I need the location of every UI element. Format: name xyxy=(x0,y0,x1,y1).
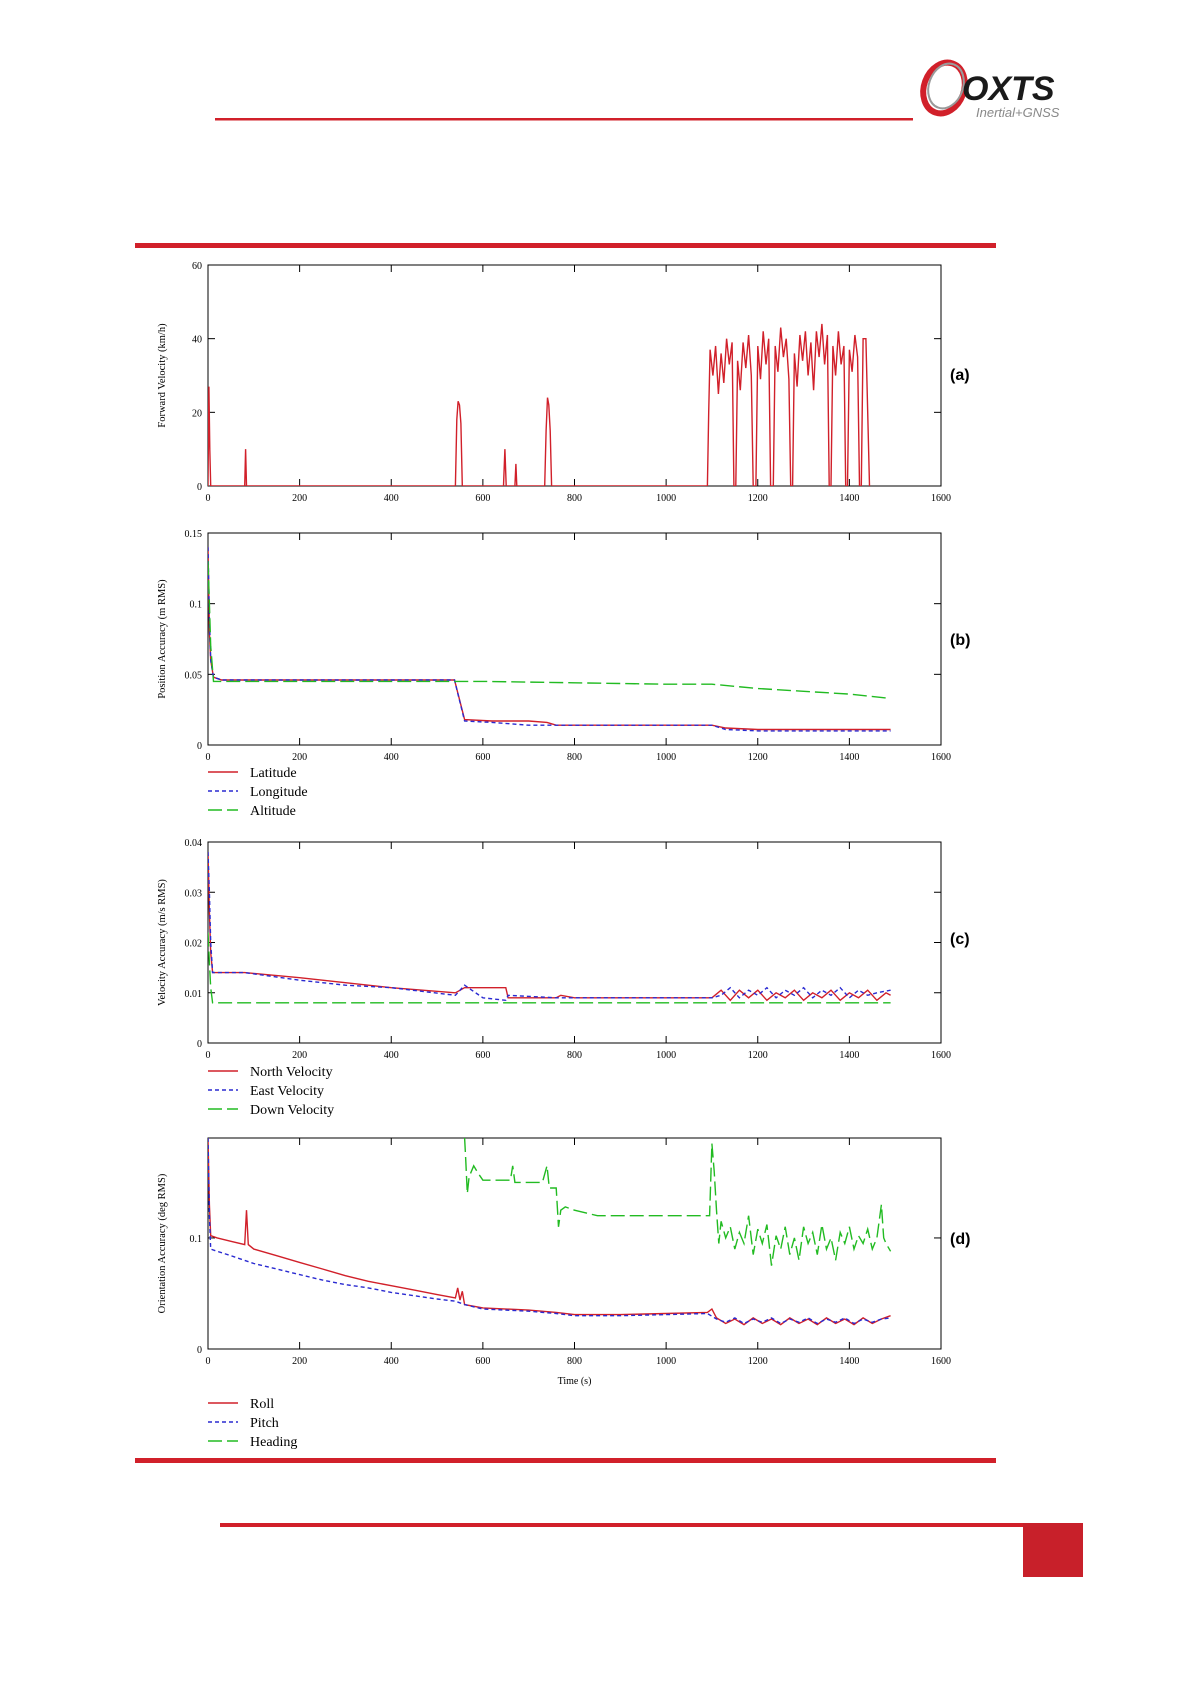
footer-rule xyxy=(220,1523,1023,1527)
legend-label: North Velocity xyxy=(250,1065,333,1080)
x-tick-label: 1200 xyxy=(748,752,768,763)
x-tick-label: 200 xyxy=(292,752,307,763)
x-tick-label: 400 xyxy=(384,1356,399,1367)
y-tick-label: 0.1 xyxy=(190,600,203,611)
x-tick-label: 1400 xyxy=(839,752,859,763)
page-number-box xyxy=(1023,1523,1083,1577)
x-tick-label: 600 xyxy=(475,1050,490,1061)
y-tick-label: 0 xyxy=(197,741,202,752)
panel-label: (b) xyxy=(950,632,970,649)
logo-wordmark: OXTS xyxy=(962,70,1055,108)
series-line-down-velocity xyxy=(208,932,891,1004)
x-tick-label: 1200 xyxy=(748,493,768,504)
panel-label: (d) xyxy=(950,1231,970,1248)
chart-panel-1: 0 200 400 600 800 1000 1200 1400 1600 0 0.05 0.1 0.1… xyxy=(157,529,970,819)
x-tick-label: 800 xyxy=(567,493,582,504)
x-tick-label: 200 xyxy=(292,493,307,504)
x-tick-label: 200 xyxy=(292,1050,307,1061)
legend-label: Altitude xyxy=(250,804,296,819)
x-axis-label: Time (s) xyxy=(558,1376,592,1387)
x-tick-label: 1000 xyxy=(656,493,676,504)
x-tick-label: 1000 xyxy=(656,1050,676,1061)
legend-label: Latitude xyxy=(250,766,297,781)
x-tick-label: 0 xyxy=(206,1050,211,1061)
series-line-altitude xyxy=(208,561,891,700)
x-tick-label: 0 xyxy=(206,1356,211,1367)
y-tick-label: 0.03 xyxy=(185,888,203,899)
x-tick-label: 800 xyxy=(567,1050,582,1061)
logo-tagline: Inertial+GNSS xyxy=(976,105,1060,120)
logo-swoosh-icon xyxy=(927,62,965,110)
panel-label: (c) xyxy=(950,931,970,948)
y-tick-label: 20 xyxy=(192,408,202,419)
x-tick-label: 200 xyxy=(292,1356,307,1367)
chart-panel-0: 0 200 400 600 800 1000 1200 1400 1600 0 20 40 60 Forw… xyxy=(157,261,970,504)
y-tick-label: 0.02 xyxy=(185,939,203,950)
series-line-north-velocity xyxy=(208,851,891,1002)
figure-bottom-rule xyxy=(135,1458,996,1463)
x-tick-label: 1200 xyxy=(748,1050,768,1061)
x-tick-label: 1600 xyxy=(931,493,951,504)
figure-top-rule xyxy=(135,243,996,248)
header-rule xyxy=(215,118,913,121)
plot-frame xyxy=(207,841,942,1044)
chart-panel-3: 0 200 400 600 800 1000 1200 1400 1600 0 0.1 Orienta… xyxy=(157,1137,970,1450)
x-tick-label: 1600 xyxy=(931,752,951,763)
x-tick-label: 800 xyxy=(567,1356,582,1367)
series-line-heading xyxy=(463,1138,892,1266)
series-line-pitch xyxy=(208,1138,891,1325)
plot-frame xyxy=(207,532,942,746)
y-tick-label: 60 xyxy=(192,261,202,272)
y-tick-label: 0 xyxy=(197,482,202,493)
series-line-east-velocity xyxy=(208,851,891,1002)
y-tick-label: 0.1 xyxy=(190,1234,203,1245)
series-line-0 xyxy=(208,323,871,486)
x-tick-label: 400 xyxy=(384,752,399,763)
x-tick-label: 400 xyxy=(384,1050,399,1061)
plot-frame xyxy=(207,1137,942,1350)
x-tick-label: 1400 xyxy=(839,1050,859,1061)
x-tick-label: 1000 xyxy=(656,1356,676,1367)
legend-label: Down Velocity xyxy=(250,1103,334,1118)
x-tick-label: 1400 xyxy=(839,493,859,504)
x-tick-label: 1200 xyxy=(748,1356,768,1367)
legend-label: Longitude xyxy=(250,785,308,800)
x-tick-label: 600 xyxy=(475,752,490,763)
chart-panels: 0 200 400 600 800 1000 1200 1400 1600 0 20 40 60 Forw… xyxy=(157,261,970,1450)
y-tick-label: 0.05 xyxy=(185,670,203,681)
y-tick-label: 0.04 xyxy=(185,838,203,849)
x-tick-label: 1600 xyxy=(931,1356,951,1367)
y-axis-label: Velocity Accuracy (m/s RMS) xyxy=(157,879,168,1006)
x-tick-label: 600 xyxy=(475,1356,490,1367)
legend-label: Pitch xyxy=(250,1416,279,1431)
series-line-latitude xyxy=(208,547,891,731)
x-tick-label: 1000 xyxy=(656,752,676,763)
y-axis-label: Position Accuracy (m RMS) xyxy=(157,579,168,699)
x-tick-label: 600 xyxy=(475,493,490,504)
y-axis-label: Orientation Accuracy (deg RMS) xyxy=(157,1173,168,1313)
y-tick-label: 40 xyxy=(192,335,202,346)
series-line-roll xyxy=(208,1138,891,1326)
legend-label: Heading xyxy=(250,1435,297,1450)
chart-panel-2: 0 200 400 600 800 1000 1200 1400 1600 0 0.01 0.02 0.… xyxy=(157,838,970,1118)
y-tick-label: 0.15 xyxy=(185,529,203,540)
x-tick-label: 0 xyxy=(206,752,211,763)
legend-label: East Velocity xyxy=(250,1084,324,1099)
x-tick-label: 800 xyxy=(567,752,582,763)
oxts-logo: OXTS Inertial+GNSS xyxy=(920,59,1060,120)
x-tick-label: 0 xyxy=(206,493,211,504)
series-line-longitude xyxy=(208,547,891,732)
x-tick-label: 400 xyxy=(384,493,399,504)
y-tick-label: 0 xyxy=(197,1039,202,1050)
x-tick-label: 1600 xyxy=(931,1050,951,1061)
legend-label: Roll xyxy=(250,1397,274,1412)
x-tick-label: 1400 xyxy=(839,1356,859,1367)
y-axis-label: Forward Velocity (km/h) xyxy=(157,323,168,428)
y-tick-label: 0 xyxy=(197,1345,202,1356)
y-tick-label: 0.01 xyxy=(185,989,203,1000)
panel-label: (a) xyxy=(950,367,970,384)
